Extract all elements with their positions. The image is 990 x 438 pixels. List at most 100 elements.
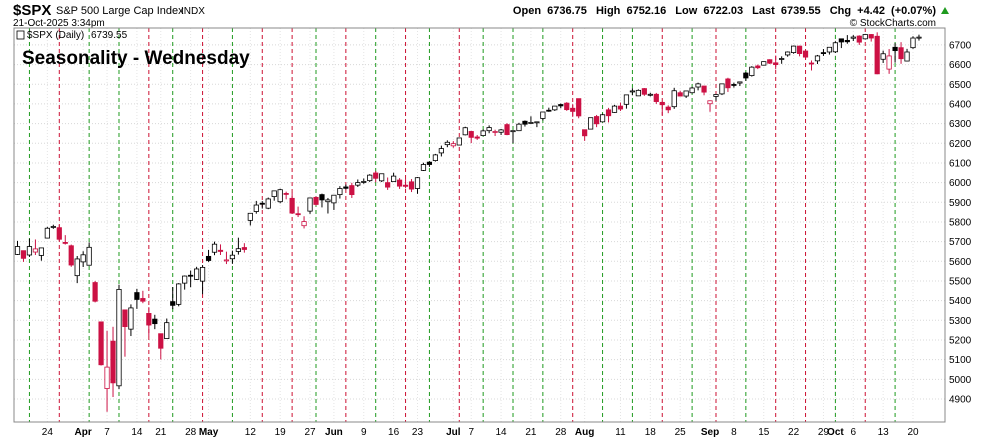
candle-body xyxy=(92,282,98,302)
candle-body xyxy=(307,197,313,212)
candle-body xyxy=(522,120,528,125)
candle-body xyxy=(241,247,247,250)
candle-body xyxy=(844,39,850,43)
candle-body xyxy=(904,51,910,62)
candle-body xyxy=(850,36,856,39)
x-tick-label: Apr xyxy=(75,427,92,438)
candle-body xyxy=(325,199,331,203)
candle-body xyxy=(265,198,271,209)
quote-label: Open xyxy=(513,5,541,17)
candle-body xyxy=(605,109,612,117)
candle-body xyxy=(420,164,427,171)
candle-body xyxy=(791,45,797,53)
candle-body xyxy=(862,34,868,40)
candle-body xyxy=(337,188,343,196)
candle-body xyxy=(271,190,277,197)
candle-body xyxy=(743,72,749,79)
y-tick-label: 5200 xyxy=(949,335,972,346)
x-tick-label: 29 xyxy=(818,427,830,438)
candle-body xyxy=(820,52,827,54)
candle-body xyxy=(80,254,86,263)
candle-body xyxy=(552,105,558,111)
candle-body xyxy=(391,175,397,183)
y-tick-label: 6500 xyxy=(949,80,972,91)
candle-body xyxy=(486,127,492,132)
candle-body xyxy=(313,196,319,205)
candle-body xyxy=(450,143,456,147)
x-tick-label: 14 xyxy=(496,427,508,438)
candle-body xyxy=(856,35,862,43)
y-tick-label: 5300 xyxy=(949,316,972,327)
candle-body xyxy=(880,53,886,60)
x-tick-label: 6 xyxy=(851,427,857,438)
x-tick-label: 24 xyxy=(42,427,54,438)
candle-body xyxy=(343,186,349,189)
candle-body xyxy=(868,34,874,39)
y-tick-label: 6400 xyxy=(949,99,972,110)
candle-body xyxy=(832,42,838,53)
y-tick-label: 6700 xyxy=(949,40,972,51)
candle-body xyxy=(355,182,361,186)
candle-body xyxy=(689,87,695,94)
candle-body xyxy=(713,94,719,97)
security-name: S&P 500 Large Cap Index xyxy=(56,5,184,17)
candle-body xyxy=(396,179,403,187)
candle-body xyxy=(695,83,701,88)
candle-body xyxy=(916,36,922,39)
x-tick-label: Jun xyxy=(325,427,343,438)
x-tick-label: 7 xyxy=(468,427,474,438)
candle-body xyxy=(707,100,713,105)
candle-body xyxy=(558,104,564,107)
x-tick-label: 12 xyxy=(245,427,257,438)
x-tick-label: 20 xyxy=(907,427,919,438)
y-tick-label: 5500 xyxy=(949,276,972,287)
y-tick-label: 4900 xyxy=(949,394,972,405)
candle-body xyxy=(546,109,552,112)
quote-value: 6739.55 xyxy=(781,5,821,17)
candle-body xyxy=(665,106,671,111)
candle-body xyxy=(671,90,677,108)
candle-body xyxy=(122,309,128,327)
x-tick-label: 19 xyxy=(275,427,287,438)
candle-body xyxy=(564,102,570,111)
candle-body xyxy=(504,124,510,136)
timestamp: 21-Oct-2025 3:34pm xyxy=(13,18,105,29)
candle-body xyxy=(14,246,21,255)
candle-body xyxy=(289,197,295,214)
candle-body xyxy=(683,90,689,97)
candle-body xyxy=(349,185,355,196)
candle-body xyxy=(32,248,39,253)
y-tick-label: 5100 xyxy=(949,355,972,366)
y-tick-label: 5000 xyxy=(949,375,972,386)
x-tick-label: 28 xyxy=(185,427,197,438)
candle-body xyxy=(217,249,224,252)
candle-body xyxy=(432,154,439,161)
candle-body xyxy=(98,321,104,366)
candle-body xyxy=(623,94,630,105)
candle-body xyxy=(737,81,743,84)
y-tick-label: 6300 xyxy=(949,119,972,130)
candle-body xyxy=(50,226,56,228)
candle-body xyxy=(677,92,683,97)
candle-body xyxy=(373,172,379,179)
candle-body xyxy=(408,181,415,190)
quote-value: (+0.07%) xyxy=(891,5,936,17)
candle-body xyxy=(438,148,444,154)
candle-body xyxy=(785,51,791,56)
candle-body xyxy=(104,366,110,389)
candle-body xyxy=(510,130,516,133)
candle-body xyxy=(635,89,641,97)
candle-body xyxy=(158,333,164,349)
candle-body xyxy=(653,93,659,102)
exchange: INDX xyxy=(181,6,205,17)
candle-body xyxy=(319,194,325,201)
x-tick-label: 9 xyxy=(361,427,367,438)
candle-body xyxy=(152,318,158,325)
candle-body xyxy=(331,194,337,204)
annotation: Seasonality - Wednesday xyxy=(22,48,250,69)
candle-body xyxy=(808,62,815,65)
candle-body xyxy=(20,250,27,259)
y-tick-label: 6100 xyxy=(949,158,972,169)
candle-body xyxy=(802,50,809,58)
